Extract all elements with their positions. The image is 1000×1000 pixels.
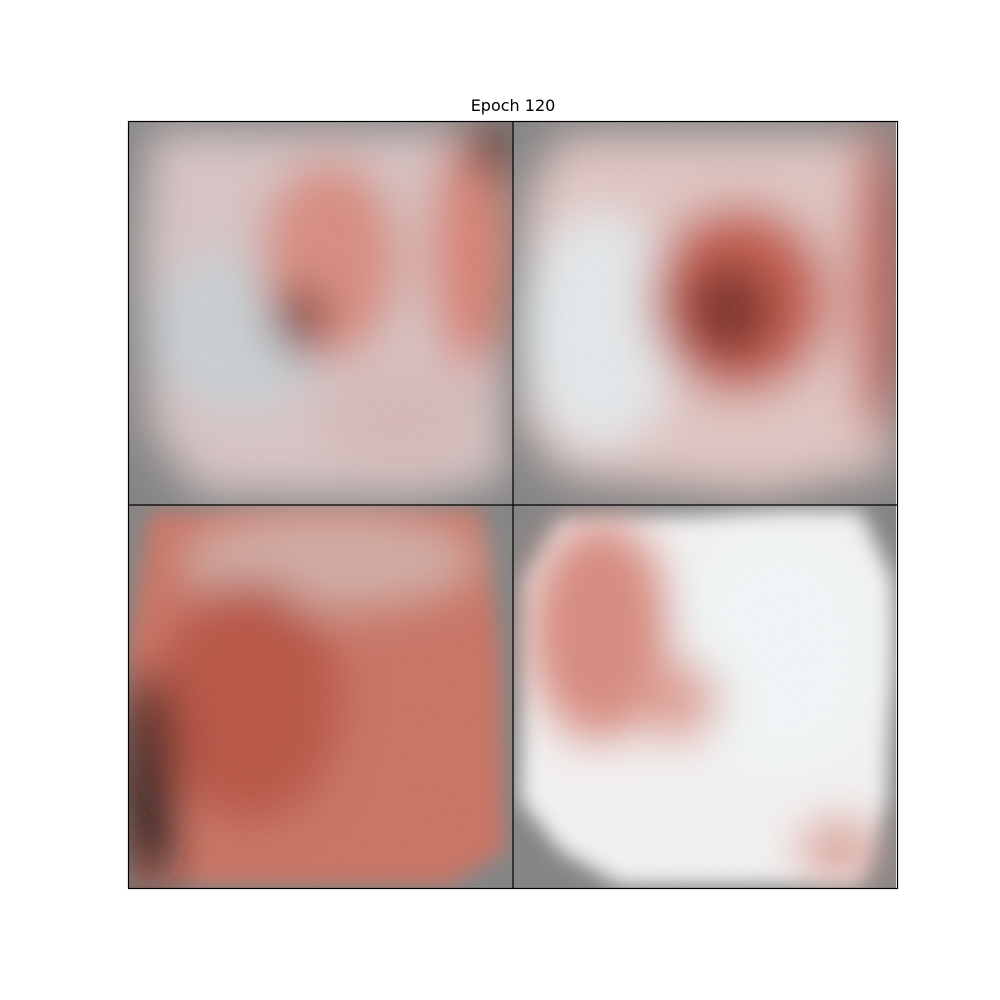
axes-frames bbox=[127, 120, 899, 890]
image-panel bbox=[513, 505, 896, 888]
title: Epoch 120 bbox=[471, 96, 556, 115]
image-panel bbox=[129, 505, 513, 888]
image-panel bbox=[513, 122, 896, 505]
image-panel bbox=[129, 122, 513, 505]
